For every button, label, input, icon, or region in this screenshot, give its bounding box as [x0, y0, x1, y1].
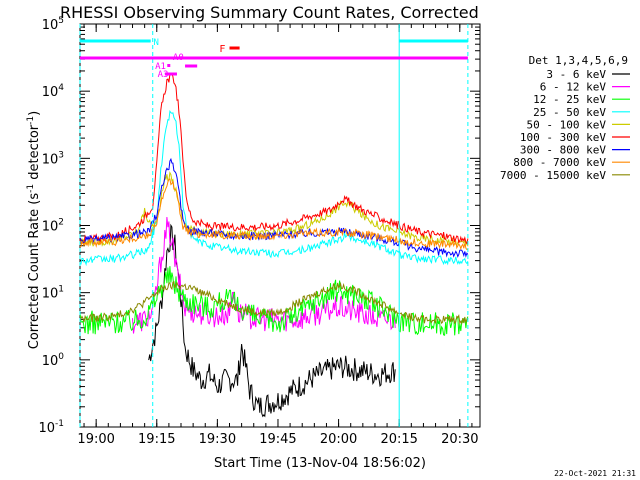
y-tick-label: 104 [42, 83, 65, 100]
x-tick-label: 19:00 [77, 432, 114, 447]
chart-title: RHESSI Observing Summary Count Rates, Co… [60, 3, 479, 22]
series-line-5 [79, 171, 469, 247]
y-tick-exponent: -1 [55, 419, 64, 429]
series-line-8 [79, 178, 468, 251]
annot-label-n: N [154, 38, 159, 48]
legend-label-6: 100 - 300 keV [520, 131, 606, 144]
x-tick-label: 20:15 [380, 432, 417, 447]
y-tick-base: 10 [42, 354, 59, 369]
attenuator-dot-a1 [167, 64, 171, 67]
legend-label-8: 800 - 7000 keV [513, 156, 606, 169]
y-label-part1: Corrected Count Rate (s [27, 193, 42, 350]
series-line-3 [79, 266, 469, 336]
y-tick-exponent: 3 [58, 150, 64, 160]
annot-label-f: F [219, 44, 225, 55]
series-line-6 [79, 73, 469, 245]
annot-label-a3: A3 [158, 70, 169, 80]
annot-label-a0: A0 [173, 53, 184, 63]
y-tick-base: 10 [42, 85, 59, 100]
x-tick-label: 19:15 [138, 432, 175, 447]
series-line-1 [148, 223, 396, 418]
x-tick-label: 20:00 [320, 432, 357, 447]
y-label-sup1: -1 [26, 184, 36, 193]
annot-label-a1: A1 [155, 62, 166, 72]
y-tick-exponent: 1 [58, 285, 64, 295]
series-group [79, 73, 469, 418]
x-axis-label: Start Time (13-Nov-04 18:56:02) [214, 456, 426, 471]
y-tick-base: 10 [42, 18, 59, 33]
y-axis-label: Corrected Count Rate (s-1 detector-1) [26, 111, 42, 349]
legend-label-7: 300 - 800 keV [520, 144, 606, 157]
series-line-7 [79, 157, 469, 258]
y-tick-label: 103 [42, 150, 64, 167]
y-label-part2: detector [27, 124, 42, 184]
y-tick-label: 102 [42, 218, 64, 235]
legend-title: Det 1,3,4,5,6,9 [529, 54, 628, 67]
y-tick-base: 10 [38, 421, 55, 436]
legend-label-5: 50 - 100 keV [527, 118, 607, 131]
x-axis-ticks: 19:00 19:15 19:30 19:45 20:00 20:15 20:30 [77, 24, 479, 447]
y-tick-exponent: 0 [58, 352, 64, 362]
y-tick-base: 10 [42, 287, 59, 302]
y-tick-base: 10 [42, 152, 59, 167]
y-tick-exponent: 2 [58, 218, 64, 228]
series-line-9 [79, 281, 469, 325]
y-tick-exponent: 5 [58, 16, 64, 26]
y-label-part3: ) [27, 111, 42, 116]
x-tick-label: 19:30 [199, 432, 236, 447]
y-label-sup2: -1 [26, 116, 36, 125]
x-tick-label: 20:30 [441, 432, 478, 447]
legend-label-3: 12 - 25 keV [533, 93, 606, 106]
legend-label-1: 3 - 6 keV [546, 68, 606, 81]
legend-label-9: 7000 - 15000 keV [500, 169, 606, 182]
y-tick-label: 10-1 [38, 419, 64, 436]
annotations-group: N A1 A0 A3 F [79, 24, 469, 427]
y-tick-base: 10 [42, 220, 59, 235]
legend-label-2: 6 - 12 keV [540, 81, 607, 94]
y-tick-label: 105 [42, 16, 64, 33]
legend-label-4: 25 - 50 keV [533, 106, 606, 119]
x-tick-label: 19:45 [259, 432, 296, 447]
series-line-4 [79, 110, 469, 267]
chart-title-group: RHESSI Observing Summary Count Rates, Co… [60, 3, 479, 22]
y-tick-label: 101 [42, 285, 64, 302]
y-tick-exponent: 4 [58, 83, 64, 93]
date-stamp: 22-Oct-2021 21:31 [554, 469, 636, 478]
y-tick-label: 100 [42, 352, 65, 369]
